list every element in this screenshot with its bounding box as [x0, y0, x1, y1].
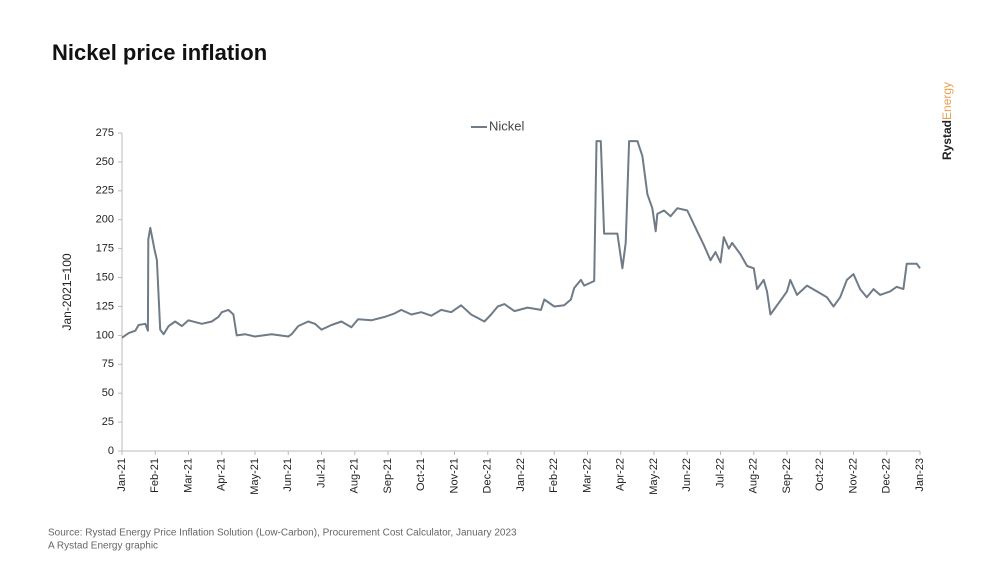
y-tick-label: 200 [96, 214, 114, 226]
source: Source: Rystad Energy Price Inflation So… [48, 528, 517, 539]
brand-energy: Energy [940, 82, 954, 120]
x-tick-label: May-21 [249, 458, 261, 495]
x-tick-label: Dec-22 [881, 458, 893, 493]
y-tick-label: 50 [102, 387, 114, 399]
x-tick-label: Aug-22 [748, 458, 760, 493]
chart-title: Nickel price inflation [52, 40, 267, 65]
y-tick-label: 125 [96, 300, 114, 312]
legend-label: Nickel [489, 118, 525, 133]
x-tick-label: Jun-22 [681, 458, 693, 492]
x-tick-label: Jan-23 [914, 458, 926, 492]
x-tick-label: Oct-22 [814, 458, 826, 491]
x-tick-label: Jul-21 [315, 458, 327, 488]
y-tick-label: 275 [96, 127, 114, 139]
x-tick-label: Mar-22 [581, 458, 593, 493]
x-tick-label: Jun-21 [282, 458, 294, 492]
x-tick-label: Apr-21 [216, 458, 228, 491]
x-tick-label: Apr-22 [615, 458, 627, 491]
y-tick-label: 250 [96, 156, 114, 168]
y-tick-label: 75 [102, 358, 114, 370]
x-tick-label: Jan-22 [515, 458, 527, 492]
x-tick-label: Sep-22 [781, 458, 793, 493]
brand-rystad: Rystad [940, 120, 954, 160]
x-tick-label: Nov-22 [847, 458, 859, 493]
y-tick-label: 150 [96, 271, 114, 283]
y-tick-label: 225 [96, 185, 114, 197]
credit: A Rystad Energy graphic [48, 541, 158, 552]
x-tick-label: Nov-21 [448, 458, 460, 493]
y-tick-label: 25 [102, 416, 114, 428]
x-tick-label: May-22 [648, 458, 660, 495]
y-axis-label: Jan-2021=100 [60, 253, 74, 330]
x-tick-label: Aug-21 [349, 458, 361, 493]
y-tick-label: 175 [96, 243, 114, 255]
x-tick-label: Jul-22 [714, 458, 726, 488]
data-line [121, 140, 921, 339]
brand-name: RystadEnergy [940, 82, 954, 160]
x-tick-label: Oct-21 [415, 458, 427, 491]
x-tick-label: Jan-21 [116, 458, 128, 492]
x-tick-label: Feb-22 [548, 458, 560, 493]
x-tick-label: Mar-21 [182, 458, 194, 493]
y-tick-label: 100 [96, 329, 114, 341]
y-tick-label: 0 [108, 445, 114, 457]
x-tick-label: Dec-21 [482, 458, 494, 493]
x-tick-label: Sep-21 [382, 458, 394, 493]
x-tick-label: Feb-21 [149, 458, 161, 493]
